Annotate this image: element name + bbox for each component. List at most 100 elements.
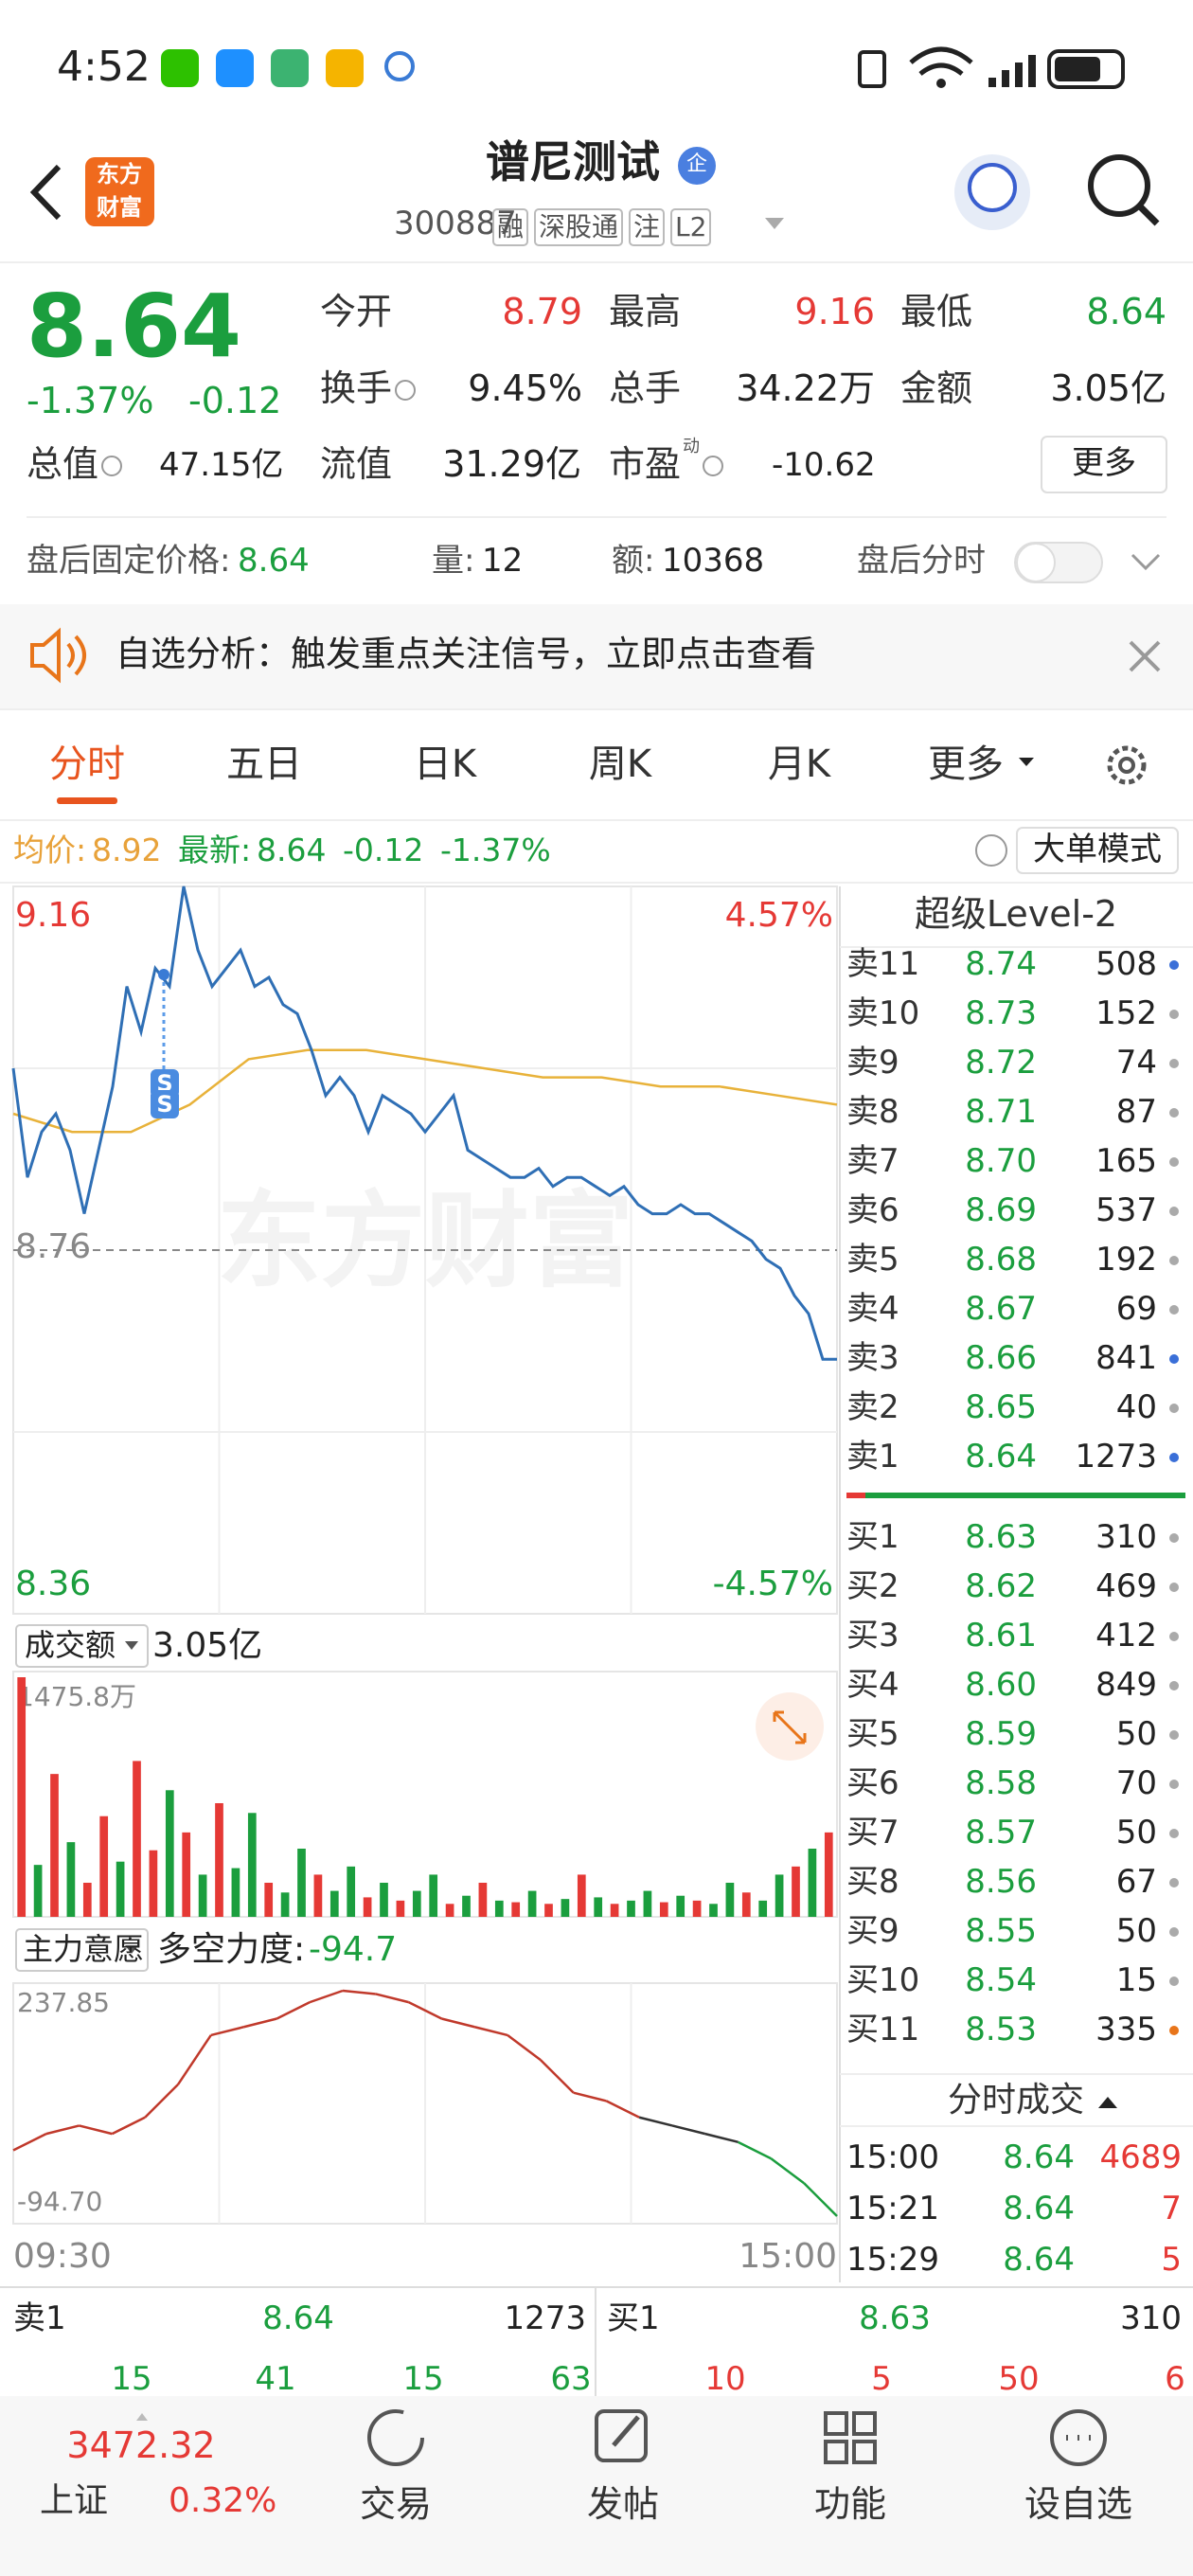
info-text: 8.64 [257,831,327,868]
book-volume: 87 [1115,1092,1157,1131]
nav-item[interactable]: 发帖 [586,2483,659,2526]
trade-icon[interactable] [367,2409,424,2466]
volume-bar [313,1874,323,1917]
last-price: 8.64 [27,275,241,377]
l1-volume: 310 [1120,2299,1182,2337]
force-segment [605,2100,640,2119]
tab[interactable]: 周K [588,742,652,787]
tab[interactable]: 五日 [226,742,302,787]
info-text: 8.92 [92,831,162,868]
l1-label: 买1 [607,2299,660,2337]
watchlist-icon[interactable] [1050,2409,1107,2466]
volume-bar [741,1892,751,1917]
function-icon[interactable] [824,2411,877,2464]
trade-marker-dot [158,969,169,980]
stat-label: 总手 [609,367,682,410]
y-tick-label: 9.16 [15,896,91,935]
trade-price: 8.64 [1003,2240,1075,2279]
book-volume: 50 [1115,1911,1157,1950]
wifi-icon [936,79,946,88]
stat-value: 3.05亿 [1050,367,1166,410]
stock-tag: 注 [629,207,666,247]
book-label: 卖10 [846,993,920,1032]
tab[interactable]: 更多 [928,742,1004,787]
verified-badge [678,147,716,185]
volume-bar [363,1897,372,1917]
book-dot [1169,1157,1179,1167]
back-icon[interactable] [29,164,62,221]
vibrate-icon [858,50,886,88]
help-icon[interactable] [975,834,1007,867]
post-icon[interactable] [595,2409,648,2462]
volume-header[interactable]: 成交额 [25,1627,116,1664]
label: 盘后固定价格: [27,541,231,580]
bid-count: 10 [704,2359,746,2398]
volume-bar [50,1774,59,1917]
nav-item[interactable]: 交易 [359,2483,432,2526]
volume-bar [494,1900,504,1917]
book-dot [1169,1533,1179,1543]
book-label: 买1 [846,1517,899,1556]
book-label: 买4 [846,1665,899,1704]
robot-avatar [968,163,1017,212]
book-label: 卖2 [846,1387,899,1426]
book-label: 卖9 [846,1043,899,1082]
book-volume: 310 [1095,1517,1157,1556]
selector-box[interactable] [15,1928,149,1972]
volume-bar [544,1904,553,1917]
trade-volume: 7 [1161,2189,1182,2227]
more-button[interactable]: 更多 [1072,443,1136,482]
bid-count: 6 [1165,2359,1185,2398]
mode-button[interactable]: 大单模式 [1033,830,1162,868]
tab[interactable]: 分时 [49,742,125,787]
book-label: 买2 [846,1566,899,1605]
volume-bar [808,1848,817,1917]
book-dot [1169,1829,1179,1838]
volume-bar [165,1790,174,1917]
book-label: 买7 [846,1813,899,1852]
close-icon[interactable] [1129,640,1161,672]
volume-bar [247,1813,257,1917]
force-segment [671,2124,706,2136]
settings-icon [1118,757,1135,774]
book-volume: 40 [1115,1387,1157,1426]
book-dot [1169,1305,1179,1315]
tab[interactable]: 月K [767,742,831,787]
ask-count: 15 [111,2359,152,2398]
book-dot [1169,2026,1179,2035]
value: 8.64 [238,541,310,580]
book-dot [1169,1453,1179,1462]
settings-icon[interactable] [1107,745,1147,785]
selector-box[interactable] [15,1624,149,1668]
volume-bar [610,1904,619,1917]
force-segment [507,2033,542,2061]
watermark: 东方财富 [217,1180,633,1301]
force-segment [210,2026,244,2037]
book-price: 8.58 [965,1763,1037,1802]
search-icon[interactable] [1088,154,1150,217]
book-dot [1169,1583,1179,1592]
volume-bar [280,1892,290,1917]
toggle-label[interactable]: 盘后分时 [857,541,986,580]
tab[interactable]: 日K [413,742,477,787]
ask-count: 15 [402,2359,444,2398]
book-label: 卖11 [846,944,920,983]
more-button[interactable] [1041,436,1167,493]
force-segment [176,2034,212,2085]
force-segment [276,2001,311,2020]
book-price: 8.60 [965,1665,1037,1704]
expand-icon[interactable] [1131,553,1161,571]
trade-time: 15:29 [846,2240,939,2279]
ask-count: 41 [255,2359,296,2398]
tab-underline [57,797,117,804]
dropdown-icon[interactable] [765,218,784,229]
nav-item[interactable]: 设自选 [1024,2483,1132,2526]
book-price: 8.67 [965,1289,1037,1328]
index-value[interactable]: 3472.32 [66,2424,216,2467]
mode-button-box[interactable] [1016,827,1179,874]
banner-text[interactable]: 自选分析：触发重点关注信号，立即点击查看 [116,634,816,675]
nav-item[interactable]: 功能 [813,2483,886,2526]
force-header[interactable]: 主力意愿 [23,1931,145,1968]
y-tick-label: 237.85 [17,1987,110,2018]
volume-bar [215,1802,223,1917]
